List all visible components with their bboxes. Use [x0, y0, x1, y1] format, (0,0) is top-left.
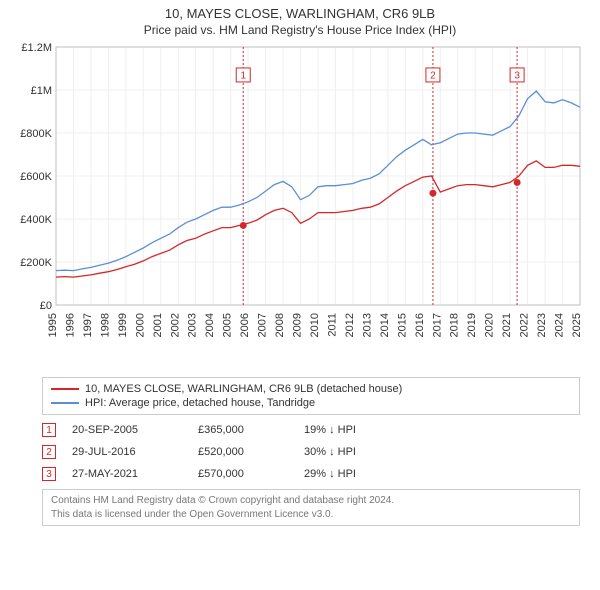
events-table: 1 20-SEP-2005 £365,000 19% ↓ HPI 2 29-JUL-201…: [42, 419, 580, 485]
y-tick-label: £200K: [20, 257, 52, 269]
marker-number: 2: [430, 70, 436, 81]
x-tick-label: 2010: [309, 313, 321, 337]
y-tick-label: £0: [40, 300, 52, 312]
x-tick-label: 2004: [204, 313, 216, 337]
x-tick-label: 2007: [257, 313, 269, 337]
x-tick-label: 2000: [134, 313, 146, 337]
attribution-footer: Contains HM Land Registry data © Crown c…: [42, 489, 580, 526]
x-tick-label: 2025: [571, 313, 583, 337]
footer-line-1: Contains HM Land Registry data © Crown c…: [51, 494, 571, 508]
x-tick-label: 2011: [326, 313, 338, 337]
event-row: 2 29-JUL-2016 £520,000 30% ↓ HPI: [42, 441, 580, 463]
event-number-box: 2: [42, 445, 56, 459]
legend-row: 10, MAYES CLOSE, WARLINGHAM, CR6 9LB (de…: [51, 382, 571, 396]
event-price: £365,000: [198, 424, 288, 436]
legend-label: HPI: Average price, detached house, Tand…: [85, 397, 315, 409]
event-price: £520,000: [198, 446, 288, 458]
x-tick-label: 1997: [82, 313, 94, 337]
legend-label: 10, MAYES CLOSE, WARLINGHAM, CR6 9LB (de…: [85, 383, 402, 395]
event-delta: 19% ↓ HPI: [304, 424, 356, 436]
event-delta: 30% ↓ HPI: [304, 446, 356, 458]
event-row: 1 20-SEP-2005 £365,000 19% ↓ HPI: [42, 419, 580, 441]
marker-dot: [514, 179, 521, 186]
event-price: £570,000: [198, 468, 288, 480]
chart-area: £0 £200K £400K £600K £800K £1M £1.2M 1995 1996 19…: [10, 41, 590, 371]
x-tick-label: 2017: [431, 313, 443, 337]
x-tick-label: 2015: [396, 313, 408, 337]
y-tick-label: £400K: [20, 214, 52, 226]
legend-swatch: [51, 388, 79, 390]
page-title: 10, MAYES CLOSE, WARLINGHAM, CR6 9LB: [0, 0, 600, 21]
x-tick-label: 2006: [239, 313, 251, 337]
y-tick-label: £800K: [20, 128, 52, 140]
x-tick-label: 2001: [152, 313, 164, 337]
line-chart: £0 £200K £400K £600K £800K £1M £1.2M 1995 1996 19…: [10, 41, 590, 371]
page-subtitle: Price paid vs. HM Land Registry's House …: [0, 21, 600, 41]
x-tick-label: 2013: [361, 313, 373, 337]
legend: 10, MAYES CLOSE, WARLINGHAM, CR6 9LB (de…: [42, 377, 580, 415]
marker-number: 3: [514, 70, 520, 81]
y-tick-label: £600K: [20, 171, 52, 183]
x-tick-label: 1998: [99, 313, 111, 337]
x-tick-label: 1999: [117, 313, 129, 337]
marker-dot: [429, 190, 436, 197]
x-tick-label: 2022: [519, 313, 531, 337]
event-delta: 29% ↓ HPI: [304, 468, 356, 480]
x-tick-label: 2009: [292, 313, 304, 337]
x-tick-label: 2024: [554, 313, 566, 337]
x-tick-label: 2014: [379, 313, 391, 337]
x-tick-label: 2003: [187, 313, 199, 337]
event-date: 27-MAY-2021: [72, 468, 182, 480]
x-tick-label: 2023: [536, 313, 548, 337]
x-tick-label: 2018: [449, 313, 461, 337]
x-tick-label: 2020: [484, 313, 496, 337]
event-number-box: 1: [42, 423, 56, 437]
event-date: 29-JUL-2016: [72, 446, 182, 458]
x-tick-label: 2016: [414, 313, 426, 337]
x-tick-label: 2002: [169, 313, 181, 337]
x-tick-label: 1996: [64, 313, 76, 337]
y-tick-label: £1.2M: [21, 42, 52, 54]
x-tick-label: 1995: [47, 313, 59, 337]
event-date: 20-SEP-2005: [72, 424, 182, 436]
marker-number: 1: [240, 70, 246, 81]
chart-container: 10, MAYES CLOSE, WARLINGHAM, CR6 9LB Pri…: [0, 0, 600, 590]
event-number-box: 3: [42, 467, 56, 481]
x-tick-label: 2005: [222, 313, 234, 337]
legend-swatch: [51, 402, 79, 404]
footer-line-2: This data is licensed under the Open Gov…: [51, 508, 571, 522]
y-tick-label: £1M: [31, 85, 52, 97]
x-tick-label: 2012: [344, 313, 356, 337]
x-tick-label: 2021: [501, 313, 513, 337]
x-tick-label: 2008: [274, 313, 286, 337]
marker-dot: [240, 222, 247, 229]
event-row: 3 27-MAY-2021 £570,000 29% ↓ HPI: [42, 463, 580, 485]
legend-row: HPI: Average price, detached house, Tand…: [51, 396, 571, 410]
x-tick-label: 2019: [466, 313, 478, 337]
